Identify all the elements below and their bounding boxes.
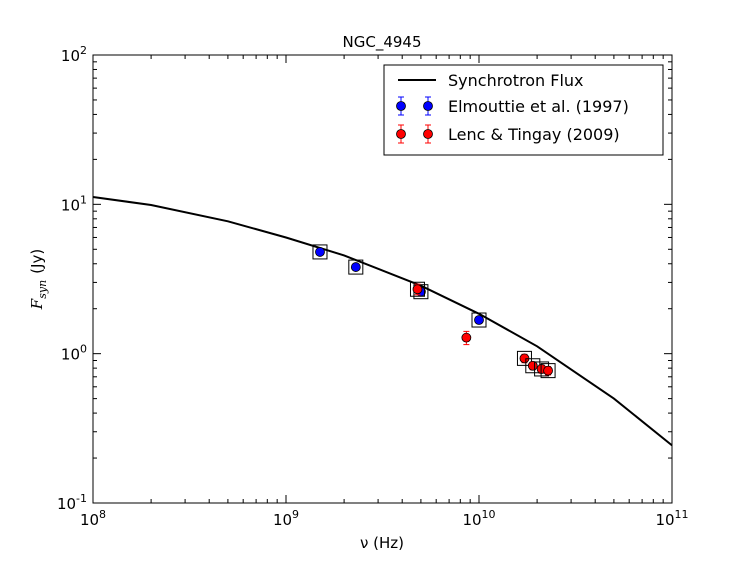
x-tick-label-base: 10 — [80, 511, 99, 529]
y-tick-label-base: 10 — [61, 346, 80, 364]
y-tick-label: 102 — [61, 44, 87, 65]
x-tick-label-base: 10 — [273, 511, 292, 529]
x-tick-label-exp: 11 — [675, 508, 689, 521]
elmouttie-point — [474, 315, 484, 325]
marks-layer — [92, 196, 673, 447]
legend-label-lenc: Lenc & Tingay (2009) — [448, 125, 620, 144]
lenc-point — [527, 360, 538, 371]
y-tick-label: 101 — [61, 193, 87, 214]
elmouttie-point-box — [471, 312, 487, 328]
x-tick-label-base: 10 — [462, 511, 481, 529]
elmouttie-point — [350, 262, 361, 272]
synchrotron-flux-line — [92, 196, 673, 447]
y-axis-label-sub: syn — [36, 280, 49, 299]
legend-elmouttie-dot — [423, 101, 433, 111]
y-tick-label-exp: -1 — [76, 492, 87, 505]
legend-label-synchrotron: Synchrotron Flux — [448, 71, 584, 90]
x-tick-label-base: 10 — [655, 511, 674, 529]
legend-elmouttie-dot — [396, 101, 406, 111]
elmouttie-point-box — [312, 244, 328, 260]
x-tick-label: 1011 — [655, 508, 688, 529]
y-axis-label: Fsyn (Jy) — [28, 249, 49, 310]
elmouttie-point-box — [348, 259, 364, 275]
legend-lenc-dot — [423, 129, 433, 139]
x-tick-label-exp: 10 — [482, 508, 496, 521]
y-tick-label-base: 10 — [61, 196, 80, 214]
legend-marker-lenc — [396, 124, 433, 144]
y-tick-label-base: 10 — [61, 47, 80, 65]
y-axis-label-main: F — [28, 298, 46, 310]
legend-label-elmouttie: Elmouttie et al. (1997) — [448, 97, 629, 116]
y-tick-label-exp: 0 — [80, 343, 87, 356]
lenc-point — [543, 365, 553, 376]
y-tick-label: 10-1 — [57, 492, 87, 513]
x-tick-label: 1010 — [462, 508, 495, 529]
x-tick-label: 109 — [273, 508, 299, 529]
legend-marker-elmouttie — [396, 96, 433, 116]
lenc-point-box — [409, 281, 425, 297]
x-tick-label-exp: 8 — [99, 508, 106, 521]
y-tick-label-base: 10 — [57, 495, 76, 513]
y-tick-label-exp: 2 — [80, 44, 87, 57]
elmouttie-point — [315, 247, 325, 257]
y-tick-label: 100 — [61, 343, 87, 364]
legend: Synchrotron Flux Elmouttie et al. (1997)… — [383, 64, 664, 156]
legend-lenc-dot — [396, 129, 406, 139]
lenc-point — [412, 284, 423, 295]
lenc-point-box — [540, 363, 556, 379]
y-tick-label-exp: 1 — [80, 193, 87, 206]
x-axis-label: ν (Hz) — [360, 534, 404, 552]
y-axis-label-unit: (Jy) — [28, 249, 46, 274]
chart-title: NGC_4945 — [343, 33, 422, 52]
x-tick-label: 108 — [80, 508, 106, 529]
lenc-point — [461, 332, 472, 343]
x-tick-label-exp: 9 — [292, 508, 299, 521]
